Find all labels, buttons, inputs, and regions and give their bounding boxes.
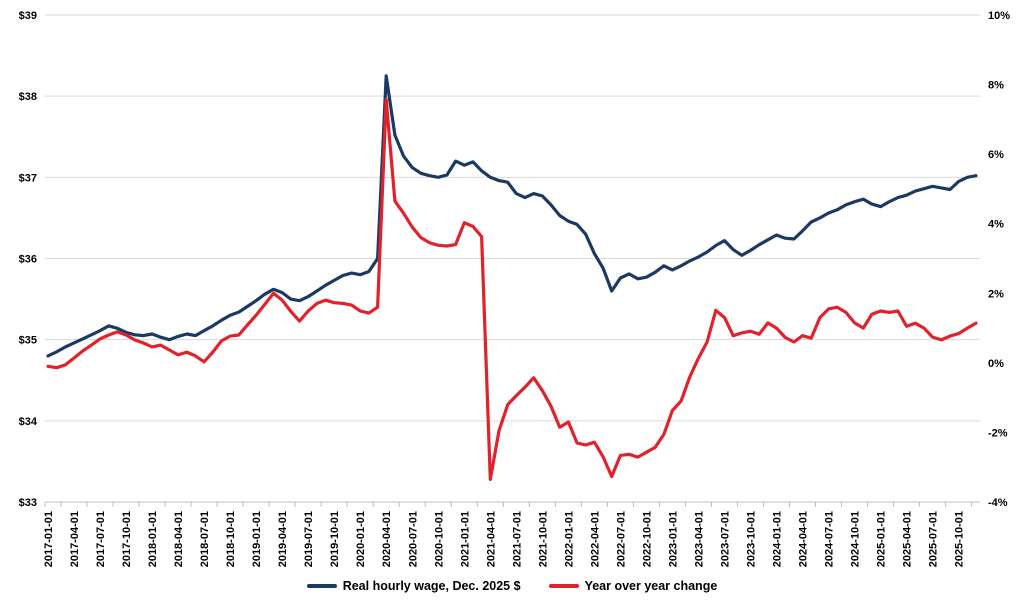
- x-axis-tick-label: 2025-07-01: [928, 511, 940, 567]
- x-axis-tick-label: 2020-10-01: [433, 511, 445, 567]
- x-axis-tick-label: 2023-10-01: [746, 511, 758, 567]
- right-axis-tick-label: 8%: [988, 80, 1004, 92]
- x-axis-tick-label: 2020-01-01: [355, 511, 367, 567]
- x-axis-tick-label: 2025-10-01: [954, 511, 966, 567]
- left-axis-tick-label: $35: [19, 335, 37, 347]
- x-axis-tick-label: 2023-07-01: [719, 511, 731, 567]
- x-axis-tick-label: 2019-01-01: [251, 511, 263, 567]
- x-axis-tick-label: 2021-07-01: [511, 511, 523, 567]
- x-axis-tick-label: 2023-04-01: [693, 511, 705, 567]
- right-axis-tick-label: 2%: [988, 288, 1004, 300]
- x-axis-tick-label: 2023-01-01: [667, 511, 679, 567]
- yoy-line: [46, 97, 978, 481]
- x-axis-tick-label: 2017-07-01: [95, 511, 107, 567]
- wage-line: [46, 74, 978, 358]
- left-axis-tick-label: $37: [19, 172, 37, 184]
- x-axis-tick-label: 2024-01-01: [772, 511, 784, 567]
- x-axis-tick-label: 2025-01-01: [876, 511, 888, 567]
- yoy-line-swatch: [548, 584, 579, 588]
- left-axis-tick-label: $33: [19, 497, 37, 509]
- chart-legend: Real hourly wage, Dec. 2025 $ Year over …: [0, 579, 1024, 593]
- right-axis-tick-label: 10%: [988, 10, 1010, 22]
- x-axis-tick-label: 2018-01-01: [147, 511, 159, 567]
- x-axis-tick-label: 2024-10-01: [850, 511, 862, 567]
- right-axis-tick-label: -4%: [988, 497, 1008, 509]
- left-axis-tick-label: $34: [19, 416, 38, 428]
- legend-label-wage: Real hourly wage, Dec. 2025 $: [342, 579, 521, 593]
- legend-item-wage: Real hourly wage, Dec. 2025 $: [306, 579, 521, 593]
- x-axis-tick-label: 2020-04-01: [381, 511, 393, 567]
- x-axis-tick-label: 2022-10-01: [641, 511, 653, 567]
- x-axis-tick-label: 2017-01-01: [43, 511, 55, 567]
- left-axis-tick-label: $39: [19, 10, 37, 22]
- legend-item-yoy: Year over year change: [548, 579, 718, 593]
- x-axis-tick-label: 2018-10-01: [225, 511, 237, 567]
- right-axis-tick-label: 4%: [988, 219, 1004, 231]
- x-axis-tick-label: 2018-04-01: [173, 511, 185, 567]
- x-axis-tick-label: 2025-04-01: [902, 511, 914, 567]
- x-axis-tick-label: 2024-07-01: [824, 511, 836, 567]
- left-axis-tick-label: $38: [19, 91, 37, 103]
- legend-label-yoy: Year over year change: [584, 579, 718, 593]
- right-axis-tick-label: 6%: [988, 149, 1004, 161]
- x-axis-tick-label: 2022-04-01: [589, 511, 601, 567]
- x-axis-tick-label: 2022-07-01: [615, 511, 627, 567]
- wage-line-swatch: [306, 584, 337, 588]
- right-axis-tick-label: -2%: [988, 427, 1008, 439]
- x-axis-tick-label: 2021-04-01: [485, 511, 497, 567]
- x-axis-tick-label: 2019-07-01: [303, 511, 315, 567]
- x-axis-tick-label: 2019-10-01: [329, 511, 341, 567]
- x-axis-tick-label: 2021-10-01: [537, 511, 549, 567]
- x-axis-tick-label: 2018-07-01: [199, 511, 211, 567]
- x-axis-tick-label: 2024-04-01: [798, 511, 810, 567]
- x-axis-tick-label: 2017-10-01: [121, 511, 133, 567]
- x-axis-tick-label: 2020-07-01: [407, 511, 419, 567]
- x-axis-tick-label: 2021-01-01: [459, 511, 471, 567]
- x-axis-tick-label: 2017-04-01: [69, 511, 81, 567]
- right-axis-tick-label: 0%: [988, 358, 1004, 370]
- x-axis-tick-label: 2019-04-01: [277, 511, 289, 567]
- x-axis-tick-label: 2022-01-01: [563, 511, 575, 567]
- left-axis-tick-label: $36: [19, 254, 37, 266]
